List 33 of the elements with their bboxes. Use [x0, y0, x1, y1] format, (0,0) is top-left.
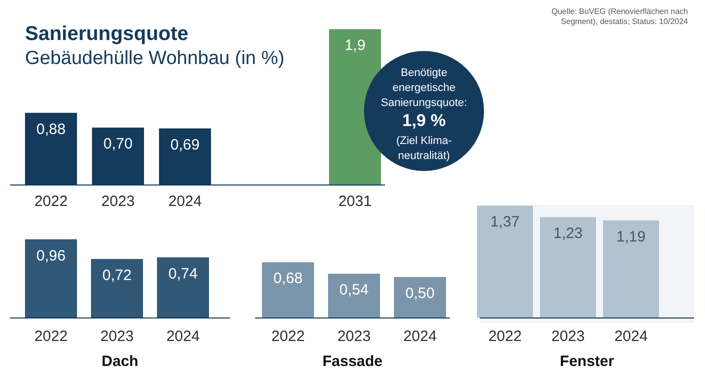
x-tick-label: 2023: [337, 328, 371, 345]
data-label: 0,74: [168, 265, 198, 282]
x-tick-label: 2023: [101, 193, 135, 210]
x-tick-label: 2023: [551, 328, 585, 345]
data-label: 0,96: [36, 247, 66, 264]
x-tick-label: 2024: [166, 328, 200, 345]
data-label: 0,68: [273, 270, 303, 288]
x-tick-label: 2023: [100, 328, 134, 345]
data-label: 1,9: [344, 37, 366, 54]
x-tick-label: 2024: [403, 328, 437, 345]
data-label: 0,88: [36, 120, 66, 138]
x-axis-title: Fenster: [560, 353, 614, 370]
data-label: 0,54: [339, 282, 369, 299]
x-tick-label: 2022: [34, 328, 68, 345]
data-label: 0,50: [405, 285, 435, 302]
x-tick-label: 2022: [271, 328, 305, 345]
data-label: 0,70: [103, 136, 133, 153]
x-tick-label: 2024: [614, 328, 648, 345]
x-tick-label: 2024: [168, 193, 202, 210]
data-label: 0,72: [102, 266, 132, 284]
data-label: 1,19: [616, 228, 646, 246]
x-axis-title: Dach: [102, 353, 138, 370]
data-label: 1,23: [553, 225, 583, 242]
annotation: Benötigte energetische Sanierungsquote: 1,9 % (Ziel Klima- neutralität): [380, 67, 468, 162]
data-label: 1,37: [490, 214, 520, 231]
chart-subtitle: Gebäudehülle Wohnbau (in %): [25, 48, 284, 69]
x-tick-label: 2022: [34, 193, 68, 210]
x-tick-label: 2031: [338, 193, 372, 210]
chart-title: Sanierungsquote: [25, 23, 188, 45]
x-axis-title: Fassade: [322, 353, 383, 370]
data-label: 0,69: [170, 136, 200, 154]
source-note: Quelle: BuVEG (Renovierflächen nach Segment), destatis; Status: 10/2024: [551, 7, 689, 26]
x-tick-label: 2022: [488, 328, 522, 345]
